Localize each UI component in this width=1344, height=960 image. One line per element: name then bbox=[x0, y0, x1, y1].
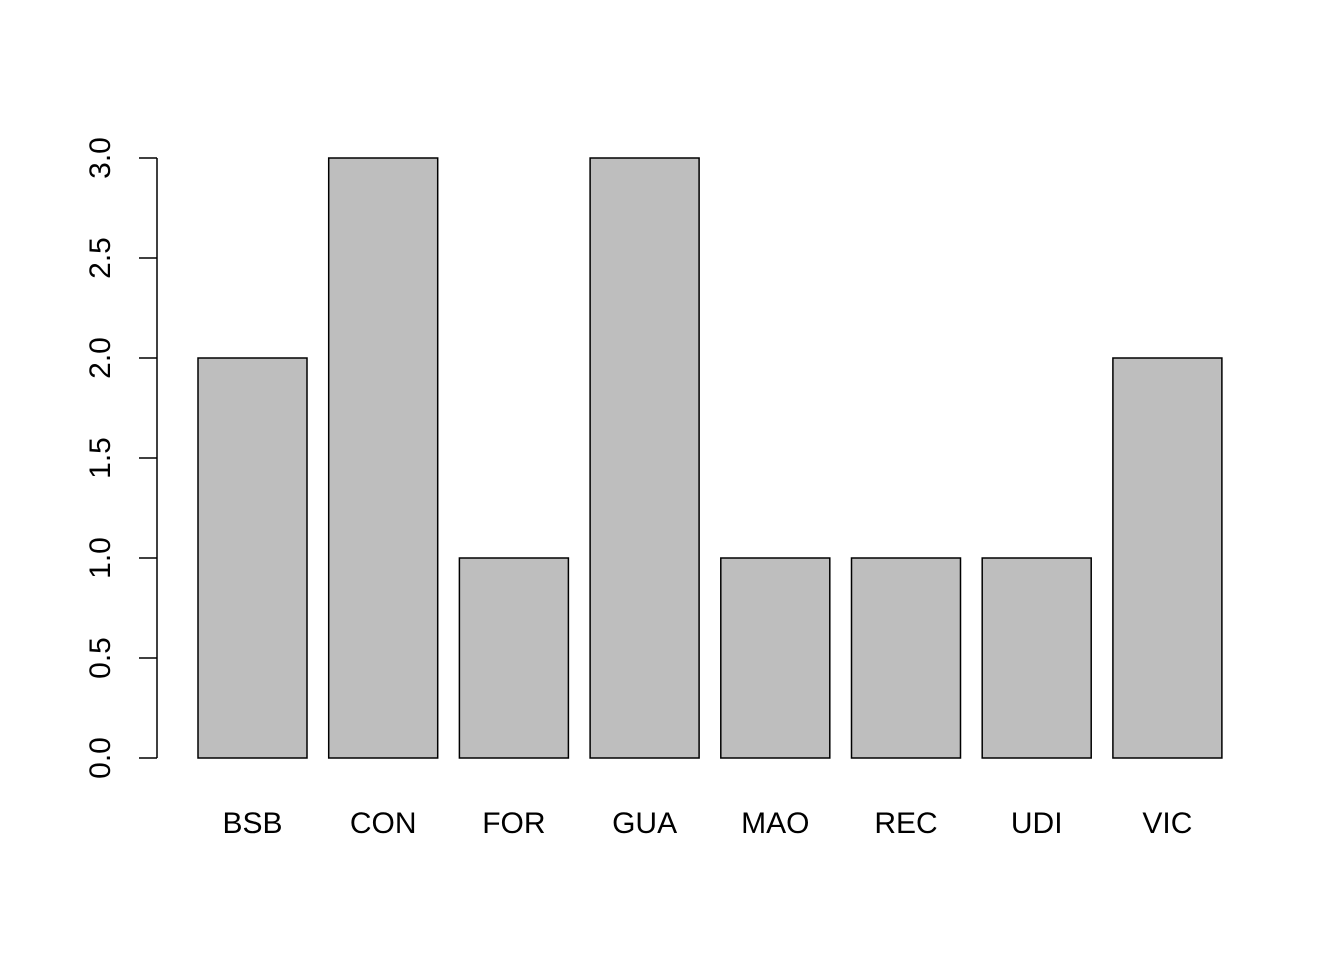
y-tick-label: 0.5 bbox=[84, 637, 117, 679]
bar-gua bbox=[589, 157, 700, 759]
bars-group bbox=[197, 157, 1223, 759]
y-tick-label: 1.5 bbox=[84, 437, 117, 479]
bar-mao bbox=[720, 557, 831, 759]
bar-con bbox=[327, 157, 439, 759]
x-axis-labels: BSB CON FOR GUA MAO REC UDI VIC bbox=[222, 807, 1192, 840]
y-tick-label: 3.0 bbox=[84, 137, 117, 179]
x-category-label: GUA bbox=[612, 807, 677, 840]
x-category-label: VIC bbox=[1142, 807, 1192, 840]
x-category-label: MAO bbox=[741, 807, 809, 840]
bar-rec bbox=[850, 557, 962, 759]
y-tick-label: 1.0 bbox=[84, 537, 117, 579]
y-tick-label: 2.5 bbox=[84, 237, 117, 279]
x-category-label: UDI bbox=[1011, 807, 1063, 840]
bar-udi bbox=[981, 557, 1092, 759]
x-category-label: BSB bbox=[222, 807, 282, 840]
y-axis: 0.0 0.5 1.0 1.5 2.0 2.5 3.0 bbox=[84, 137, 158, 779]
y-tick-label: 0.0 bbox=[84, 737, 117, 779]
y-tick-label: 2.0 bbox=[84, 337, 117, 379]
x-category-label: REC bbox=[874, 807, 937, 840]
bar-bsb bbox=[197, 357, 308, 759]
bar-vic bbox=[1112, 357, 1223, 759]
x-category-label: CON bbox=[350, 807, 417, 840]
x-category-label: FOR bbox=[482, 807, 545, 840]
bar-for bbox=[458, 557, 570, 759]
